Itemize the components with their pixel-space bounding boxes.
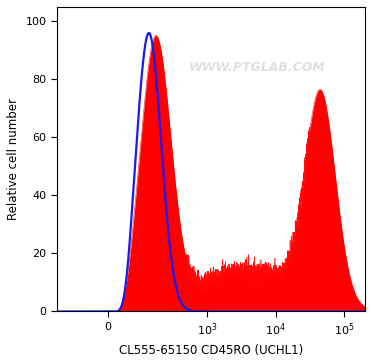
Text: WWW.PTGLAB.COM: WWW.PTGLAB.COM <box>189 62 326 74</box>
Y-axis label: Relative cell number: Relative cell number <box>7 98 20 220</box>
X-axis label: CL555-65150 CD45RO (UCHL1): CL555-65150 CD45RO (UCHL1) <box>119 344 303 357</box>
